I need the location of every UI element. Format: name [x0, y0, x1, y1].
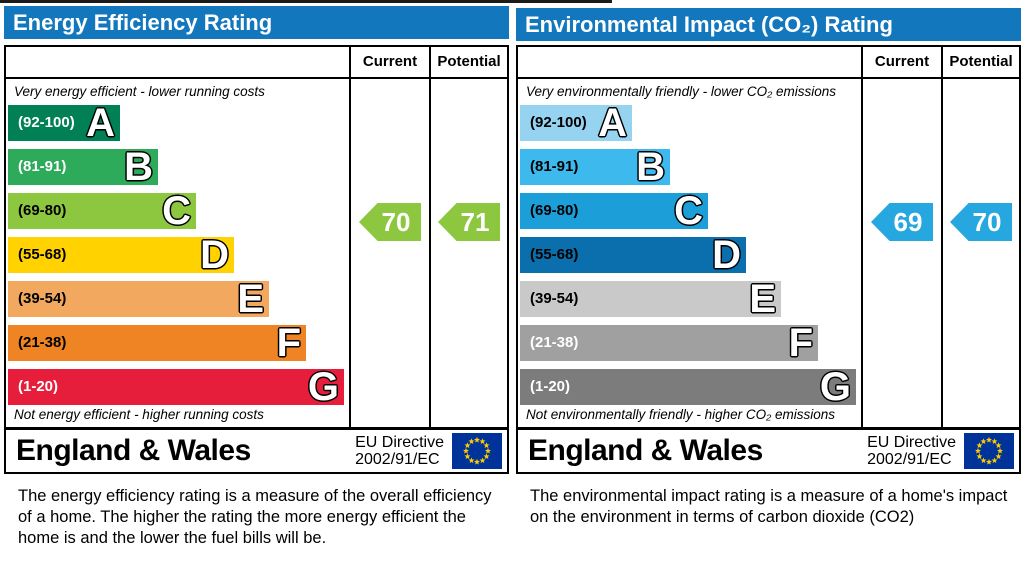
- band-row-b: (81-91) B: [520, 145, 861, 189]
- band-a: (92-100) A: [8, 102, 120, 144]
- rating-description: The energy efficiency rating is a measur…: [18, 487, 492, 547]
- band-f: (21-38) F: [520, 322, 818, 364]
- rating-bands: (92-100) A (81-91) B (69-80) C (55-68) D (39…: [8, 101, 349, 409]
- rating-bands: (92-100) A (81-91) B (69-80) C (55-68) D (39…: [520, 101, 861, 409]
- column-divider: [429, 47, 431, 427]
- eu-directive-label: EU Directive 2002/91/EC: [867, 434, 956, 468]
- eu-flag-icon: [452, 433, 502, 469]
- current-column-header: Current: [362, 53, 418, 70]
- column-divider: [861, 47, 863, 427]
- eu-directive-label: EU Directive 2002/91/EC: [355, 434, 444, 468]
- column-divider: [941, 47, 943, 427]
- band-row-c: (69-80) C: [520, 189, 861, 233]
- jurisdiction-footer: England & Wales EU Directive 2002/91/EC: [516, 428, 1021, 474]
- band-row-e: (39-54) E: [520, 277, 861, 321]
- panel-title: Energy Efficiency Rating: [4, 6, 509, 39]
- band-row-g: (1-20) G: [8, 365, 349, 409]
- band-row-b: (81-91) B: [8, 145, 349, 189]
- band-g: (1-20) G: [520, 366, 856, 408]
- band-row-c: (69-80) C: [8, 189, 349, 233]
- potential-column-header: Potential: [437, 53, 501, 70]
- band-row-d: (55-68) D: [520, 233, 861, 277]
- energy-efficiency-panel: Energy Efficiency Rating Current Potenti…: [4, 6, 509, 549]
- column-header-row: Current Potential: [6, 47, 507, 79]
- potential-rating-arrow: 71: [438, 203, 500, 241]
- scan-artifact-line: [0, 0, 612, 3]
- potential-rating-arrow: 70: [950, 203, 1012, 241]
- band-row-g: (1-20) G: [520, 365, 861, 409]
- band-c: (69-80) C: [520, 190, 708, 232]
- band-c: (69-80) C: [8, 190, 196, 232]
- potential-column-header: Potential: [949, 53, 1013, 70]
- jurisdiction-label: England & Wales: [528, 434, 763, 467]
- column-divider: [349, 47, 351, 427]
- band-g: (1-20) G: [8, 366, 344, 408]
- top-caption: Very environmentally friendly - lower CO…: [526, 84, 836, 99]
- current-rating-arrow: 69: [871, 203, 933, 241]
- rating-description: The environmental impact rating is a mea…: [530, 487, 1008, 526]
- jurisdiction-footer: England & Wales EU Directive 2002/91/EC: [4, 428, 509, 474]
- panel-title: Environmental Impact (CO₂) Rating: [516, 8, 1021, 41]
- band-row-f: (21-38) F: [520, 321, 861, 365]
- rating-chart: Current Potential Very energy efficient …: [4, 45, 509, 429]
- band-e: (39-54) E: [520, 278, 781, 320]
- band-d: (55-68) D: [520, 234, 746, 276]
- band-b: (81-91) B: [520, 146, 670, 188]
- bottom-caption: Not environmentally friendly - higher CO…: [526, 407, 836, 422]
- band-d: (55-68) D: [8, 234, 234, 276]
- eu-flag-icon: [964, 433, 1014, 469]
- band-row-e: (39-54) E: [8, 277, 349, 321]
- current-rating-arrow: 70: [359, 203, 421, 241]
- band-row-a: (92-100) A: [8, 101, 349, 145]
- band-row-a: (92-100) A: [520, 101, 861, 145]
- rating-chart: Current Potential Very environmentally f…: [516, 45, 1021, 429]
- band-row-f: (21-38) F: [8, 321, 349, 365]
- band-b: (81-91) B: [8, 146, 158, 188]
- column-header-row: Current Potential: [518, 47, 1019, 79]
- environmental-impact-panel: Environmental Impact (CO₂) Rating Curren…: [516, 6, 1021, 528]
- top-caption: Very energy efficient - lower running co…: [14, 84, 265, 99]
- jurisdiction-label: England & Wales: [16, 434, 251, 467]
- band-f: (21-38) F: [8, 322, 306, 364]
- band-e: (39-54) E: [8, 278, 269, 320]
- band-a: (92-100) A: [520, 102, 632, 144]
- bottom-caption: Not energy efficient - higher running co…: [14, 407, 264, 422]
- current-column-header: Current: [874, 53, 930, 70]
- band-row-d: (55-68) D: [8, 233, 349, 277]
